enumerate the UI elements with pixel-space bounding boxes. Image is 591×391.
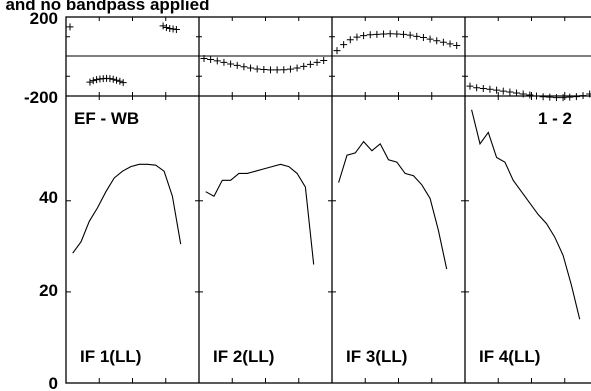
phase-point: [439, 38, 447, 46]
phase-point: [413, 32, 421, 40]
phase-point: [373, 30, 381, 38]
phase-point: [240, 63, 248, 71]
amplitude-series-line: [471, 109, 581, 320]
phase-point: [366, 31, 374, 39]
phase-point: [113, 76, 121, 84]
phase-point: [260, 66, 268, 74]
phase-point: [166, 24, 174, 32]
phase-point: [280, 66, 288, 74]
phase-point: [486, 85, 494, 93]
plot-title: I and no bandpass applied: [0, 0, 209, 14]
phase-point: [473, 84, 481, 92]
phase-point: [552, 94, 560, 102]
phase-point: [109, 75, 117, 83]
phase-point: [162, 23, 170, 31]
phase-point: [266, 66, 274, 74]
phase-point: [446, 40, 454, 48]
phase-tick-label: -200: [24, 88, 58, 107]
phase-point: [406, 31, 414, 39]
phase-tick-label: 200: [30, 9, 58, 28]
phase-point: [86, 78, 94, 86]
phase-point: [519, 90, 527, 98]
phase-point: [93, 76, 101, 84]
phase-point: [539, 93, 547, 101]
phase-point: [393, 30, 401, 38]
phase-point: [320, 56, 328, 64]
series-label: IF 1(LL): [80, 347, 141, 366]
axis-ticks: [66, 17, 566, 383]
phase-point: [207, 55, 215, 63]
plot-frame: [65, 16, 591, 384]
phase-point: [66, 23, 74, 31]
phase-point: [200, 54, 208, 62]
phase-point: [579, 92, 587, 100]
phase-point: [479, 84, 487, 92]
phase-point: [253, 65, 261, 73]
phase-point: [380, 30, 388, 38]
phase-point: [433, 37, 441, 45]
amplitude-series-line: [72, 163, 182, 254]
phase-point: [499, 87, 507, 95]
phase-point: [220, 58, 228, 66]
phase-point: [466, 82, 474, 90]
phase-point: [333, 47, 341, 55]
amplitude-tick-label: 40: [39, 188, 58, 207]
phase-points: [66, 22, 591, 102]
phase-point: [159, 22, 167, 30]
phase-point: [116, 77, 124, 85]
series-label: IF 3(LL): [346, 347, 407, 366]
phase-point: [546, 93, 554, 101]
series-label: IF 2(LL): [213, 347, 274, 366]
phase-point: [506, 88, 514, 96]
phase-point: [493, 86, 501, 94]
phase-point: [566, 93, 574, 101]
phase-point: [559, 94, 567, 102]
phase-point: [572, 93, 580, 101]
phase-point: [586, 90, 591, 98]
phase-point: [293, 64, 301, 72]
phase-point: [532, 92, 540, 100]
series-label: IF 4(LL): [479, 347, 540, 366]
phase-point: [213, 57, 221, 65]
phase-point: [273, 66, 281, 74]
phase-point: [340, 41, 348, 49]
phase-point: [526, 91, 534, 99]
phase-point: [233, 61, 241, 69]
frame: [65, 16, 591, 384]
amplitude-series-line: [205, 163, 315, 265]
phase-point: [313, 58, 321, 66]
amplitude-tick-label: 0: [49, 374, 58, 391]
phase-point: [227, 60, 235, 68]
phase-point: [247, 64, 255, 72]
phase-point: [419, 34, 427, 42]
phase-point: [172, 25, 180, 33]
phase-point: [353, 33, 361, 41]
pair-label: 1 - 2: [538, 109, 572, 128]
phase-point: [89, 77, 97, 85]
phase-point: [300, 62, 308, 70]
baseline-label: EF - WB: [74, 109, 139, 128]
phase-point: [386, 30, 394, 38]
phase-point: [426, 35, 434, 43]
phase-point: [453, 41, 461, 49]
amplitude-series-line: [338, 140, 448, 270]
phase-point: [119, 79, 127, 87]
amplitude-tick-label: 20: [39, 281, 58, 300]
phase-point: [286, 65, 294, 73]
phase-point: [346, 36, 354, 44]
phase-point: [306, 60, 314, 68]
phase-point: [106, 75, 114, 83]
phase-point: [360, 32, 368, 40]
amplitude-lines: [72, 109, 581, 320]
phase-point: [513, 89, 521, 97]
phase-point: [399, 30, 407, 38]
